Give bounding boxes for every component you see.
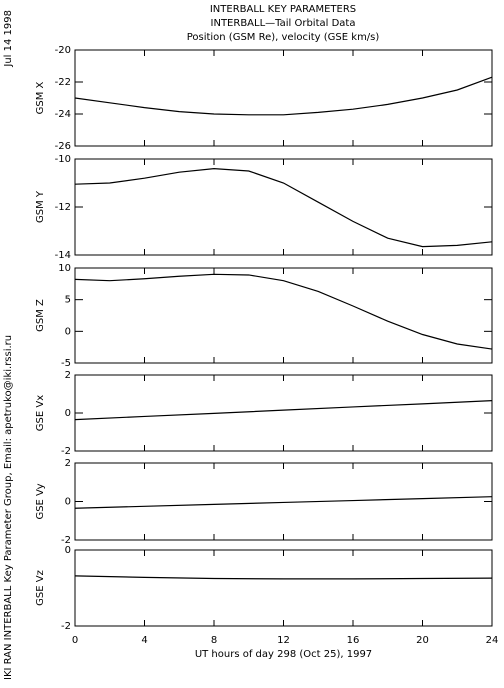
y-tick-label: -2 [61, 446, 71, 457]
y-tick-label: -24 [55, 109, 71, 120]
y-axis-label: GSM X [35, 81, 46, 114]
y-tick-label: 0 [65, 545, 71, 556]
y-tick-label: 0 [65, 408, 71, 419]
credit: IKI RAN INTERBALL Key Parameter Group, E… [3, 335, 14, 680]
x-axis-label: UT hours of day 298 (Oct 25), 1997 [195, 649, 372, 660]
data-line [74, 273, 493, 350]
x-tick-label: 12 [277, 635, 290, 646]
x-tick-label: 8 [211, 635, 217, 646]
y-axis-label: GSE Vy [35, 483, 46, 519]
date: Jul 14 1998 [3, 10, 14, 68]
y-tick-label: -2 [61, 621, 71, 632]
y-tick-label: 10 [58, 263, 71, 274]
y-tick-label: 2 [65, 370, 71, 381]
panel-frame [74, 462, 493, 541]
y-tick-label: -26 [55, 141, 71, 152]
y-tick-label: -10 [55, 154, 71, 165]
y-tick-label: -2 [61, 535, 71, 546]
x-tick-label: 4 [141, 635, 147, 646]
y-tick-label: 0 [65, 326, 71, 337]
panel-frame [74, 267, 493, 364]
y-axis-label: GSE Vx [35, 395, 46, 431]
y-tick-label: 2 [65, 458, 71, 469]
data-line [74, 575, 493, 580]
x-tick-label: 0 [72, 635, 78, 646]
panel-frame [74, 49, 493, 147]
title-line: INTERBALL KEY PARAMETERS [210, 4, 356, 15]
y-axis-label: GSM Z [35, 299, 46, 332]
y-axis-label: GSM Y [35, 190, 46, 223]
y-axis-label: GSE Vz [35, 570, 46, 606]
data-line [74, 76, 493, 116]
data-line [74, 400, 493, 421]
data-line [74, 496, 493, 509]
y-tick-label: -5 [61, 358, 71, 369]
panel-frame [74, 549, 493, 627]
y-tick-label: -22 [55, 77, 71, 88]
y-tick-label: -12 [55, 202, 71, 213]
y-tick-label: -14 [55, 250, 71, 261]
panel-frame [74, 158, 493, 256]
y-tick-label: 5 [65, 295, 71, 306]
title-line: INTERBALL—Tail Orbital Data [211, 18, 356, 29]
x-tick-label: 20 [416, 635, 429, 646]
title-line: Position (GSM Re), velocity (GSE km/s) [187, 32, 380, 43]
y-tick-label: 0 [65, 497, 71, 508]
panel-frame [74, 374, 493, 452]
data-line [74, 167, 493, 248]
y-tick-label: -20 [55, 45, 71, 56]
x-tick-label: 24 [486, 635, 499, 646]
x-tick-label: 16 [347, 635, 360, 646]
